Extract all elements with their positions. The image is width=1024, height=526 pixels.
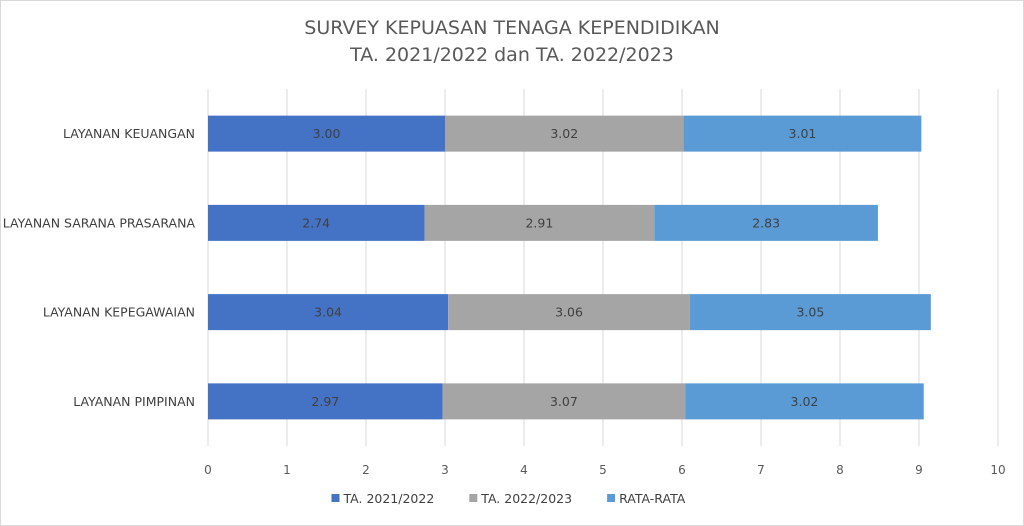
x-tick-label: 8 (836, 463, 844, 477)
chart-subtitle: TA. 2021/2022 dan TA. 2022/2023 (350, 44, 674, 66)
bar-segment (685, 383, 924, 420)
bar-segment (208, 294, 449, 331)
category-label: LAYANAN KEPEGAWAIAN (43, 305, 195, 320)
x-tick-label: 2 (362, 463, 370, 477)
bar-segment (683, 115, 922, 152)
x-tick-label: 10 (990, 463, 1005, 477)
data-label: 3.04 (314, 305, 342, 320)
legend-label: TA. 2021/2022 (343, 491, 435, 506)
legend-label: RATA-RATA (619, 491, 686, 506)
x-tick-label: 4 (520, 463, 528, 477)
bar-segment (654, 204, 878, 241)
category-label: LAYANAN KEUANGAN (63, 126, 195, 141)
bar-segment (208, 204, 425, 241)
legend-label: TA. 2022/2023 (480, 491, 572, 506)
bar-segment (424, 204, 655, 241)
data-label: 3.01 (789, 126, 817, 141)
category-label: LAYANAN PIMPINAN (73, 394, 195, 409)
data-label: 3.02 (791, 394, 819, 409)
bar-segment (208, 115, 445, 152)
x-tick-label: 3 (441, 463, 449, 477)
bar-segment (448, 294, 690, 331)
data-label: 3.06 (555, 305, 583, 320)
bar-segment (689, 294, 931, 331)
x-tick-label: 1 (283, 463, 291, 477)
legend-swatch (607, 494, 616, 502)
legend-swatch (331, 494, 340, 502)
chart-title: SURVEY KEPUASAN TENAGA KEPENDIDIKAN (304, 17, 720, 39)
data-label: 2.83 (752, 215, 780, 230)
bar-segment (445, 115, 684, 152)
legend-swatch (469, 494, 478, 502)
data-label: 3.02 (550, 126, 578, 141)
data-label: 2.97 (311, 394, 339, 409)
x-tick-label: 7 (757, 463, 765, 477)
data-label: 3.00 (313, 126, 341, 141)
chart-title-block: SURVEY KEPUASAN TENAGA KEPENDIDIKAN TA. … (1, 15, 1023, 69)
x-tick-label: 0 (204, 463, 212, 477)
bar-segment (442, 383, 686, 420)
x-tick-label: 6 (678, 463, 686, 477)
x-tick-label: 5 (599, 463, 607, 477)
data-label: 2.91 (525, 215, 553, 230)
data-label: 2.74 (302, 215, 330, 230)
x-tick-label: 9 (915, 463, 923, 477)
data-label: 3.05 (796, 305, 824, 320)
category-label: LAYANAN SARANA PRASARANA (3, 215, 196, 230)
bar-segment (208, 383, 443, 420)
data-label: 3.07 (550, 394, 578, 409)
